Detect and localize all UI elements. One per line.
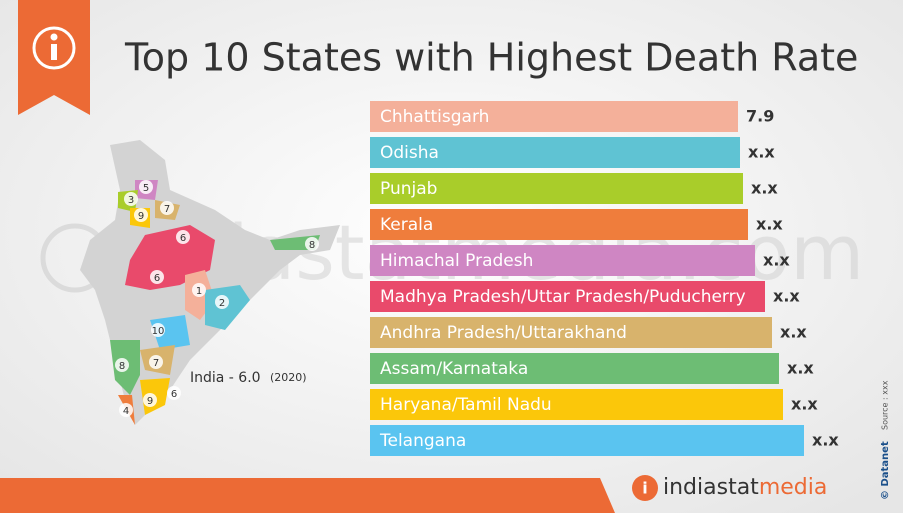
map-label: 9 (147, 396, 153, 407)
logo-icon-letter: i (642, 479, 647, 498)
bar (370, 317, 772, 348)
info-icon-bar (51, 44, 57, 60)
map-marker (176, 230, 190, 244)
map-marker (115, 358, 129, 372)
map-label: 8 (119, 361, 125, 372)
map-marker (160, 201, 174, 215)
map-marker (151, 323, 165, 337)
india-label: India - 6.0 (190, 370, 261, 386)
footer-band (0, 478, 600, 513)
bar-value: x.x (763, 251, 790, 270)
bar-label: Punjab (380, 179, 437, 199)
map-marker (167, 386, 181, 400)
map-label: 5 (143, 183, 149, 194)
bar-value: x.x (812, 431, 839, 450)
bar (370, 353, 779, 384)
map-marker (134, 208, 148, 222)
info-icon-dot (50, 33, 58, 41)
bar-value: x.x (748, 143, 775, 162)
map-marker (149, 355, 163, 369)
map-marker (139, 180, 153, 194)
map-label: 8 (309, 240, 315, 251)
map-label: 1 (196, 286, 202, 297)
map-label: 2 (219, 298, 225, 309)
map-marker (215, 295, 229, 309)
bar-label: Haryana/Tamil Nadu (380, 395, 552, 415)
bar (370, 245, 755, 276)
map-label: 10 (152, 326, 165, 337)
map-label: 3 (128, 195, 134, 206)
bar-label: Odisha (380, 143, 439, 163)
bar-label: Chhattisgarh (380, 107, 489, 127)
bar-label: Kerala (380, 215, 433, 235)
bar-value: 7.9 (746, 107, 774, 126)
copyright: © Datanet (880, 441, 891, 500)
map-marker (119, 403, 133, 417)
map-label: 7 (153, 358, 159, 369)
year-label: (2020) (270, 371, 307, 384)
bar-label: Andhra Pradesh/Uttarakhand (380, 323, 627, 343)
bar (370, 173, 743, 204)
bar-value: x.x (787, 359, 814, 378)
bar (370, 281, 765, 312)
bar-label: Telangana (379, 431, 466, 451)
bar-label: Madhya Pradesh/Uttar Pradesh/Puducherry (380, 287, 746, 307)
bar-label: Assam/Karnataka (380, 359, 528, 379)
map-label: 4 (123, 406, 129, 417)
bar-label: Himachal Pradesh (380, 251, 533, 271)
map-label: 6 (180, 233, 186, 244)
bar (370, 425, 804, 456)
bar-value: x.x (756, 215, 783, 234)
bar-value: x.x (751, 179, 778, 198)
map-marker (143, 393, 157, 407)
map-label: 6 (154, 273, 160, 284)
source: Source : xxx (881, 380, 890, 430)
map-label: 9 (138, 211, 144, 222)
bar-value: x.x (780, 323, 807, 342)
logo-main: indiastat (663, 475, 759, 500)
map-label: 6 (171, 389, 177, 400)
map-marker (150, 270, 164, 284)
bar-value: x.x (773, 287, 800, 306)
logo-accent: media (759, 475, 828, 500)
bar (370, 137, 740, 168)
bar (370, 389, 783, 420)
bar-list: Chhattisgarh 7.9 Odisha x.x Punjab x.x Kerala x… (370, 101, 839, 456)
map-marker (192, 283, 206, 297)
map-label: 7 (164, 204, 170, 215)
map-marker (124, 192, 138, 206)
bar (370, 101, 738, 132)
footer-band-edge (600, 478, 615, 513)
map-region (205, 285, 250, 330)
logo-icon (632, 475, 658, 501)
map-marker (305, 237, 319, 251)
bar (370, 209, 748, 240)
info-icon (32, 26, 76, 70)
title: Top 10 States with Highest Death Rate (124, 36, 858, 80)
bar-value: x.x (791, 395, 818, 414)
logo: indiastatmedia (663, 475, 827, 500)
